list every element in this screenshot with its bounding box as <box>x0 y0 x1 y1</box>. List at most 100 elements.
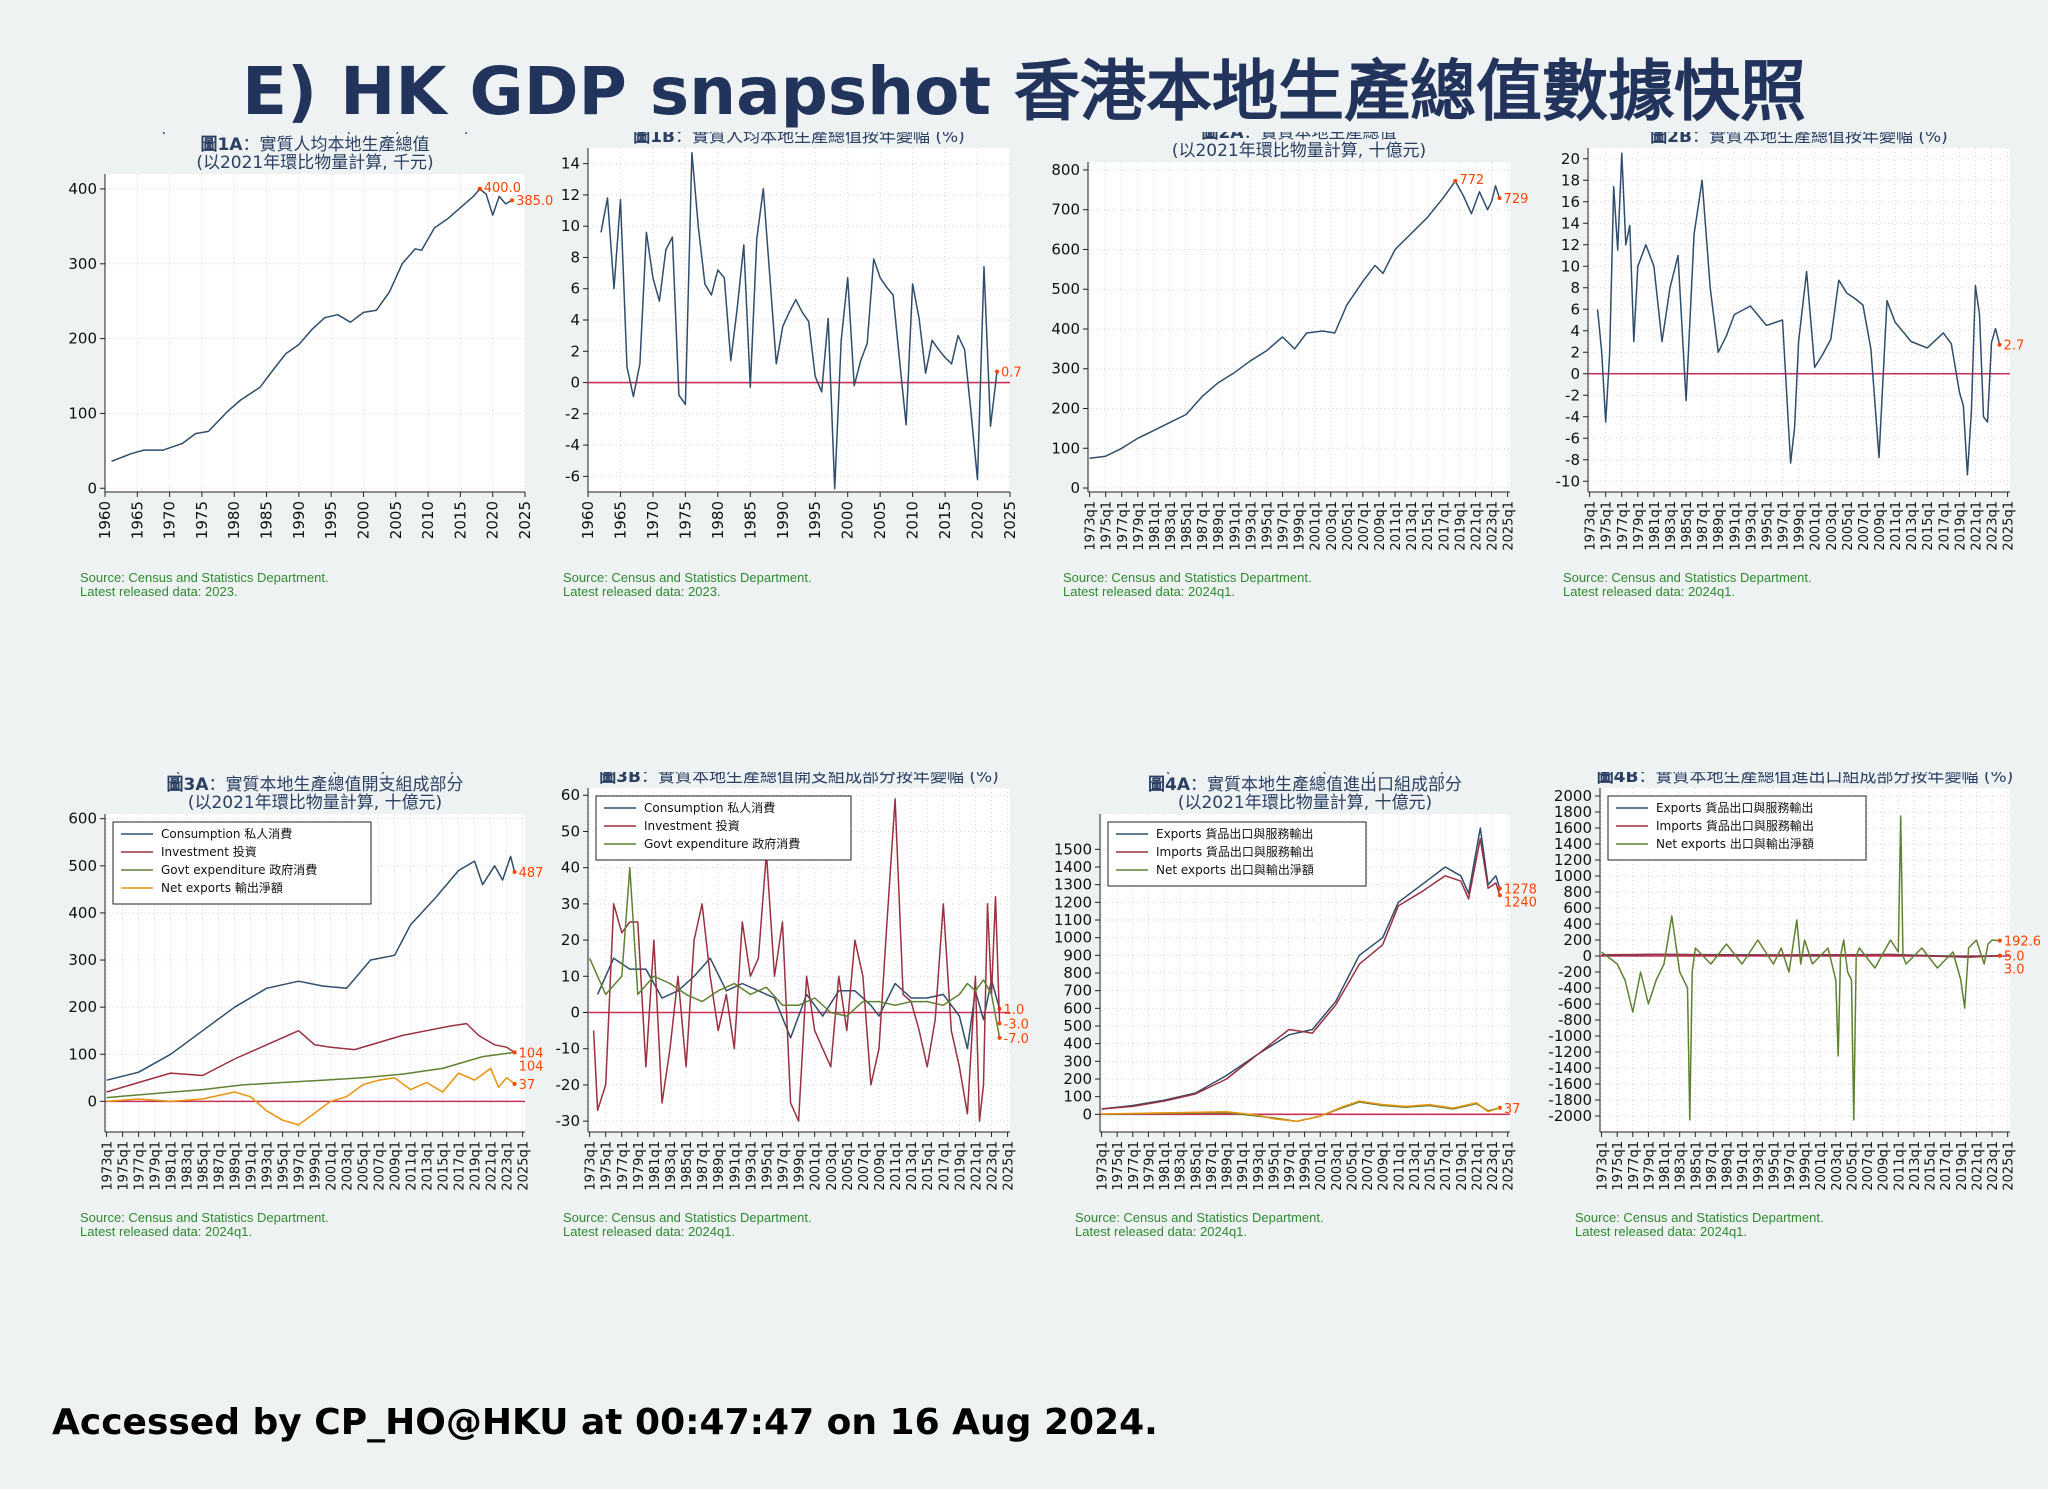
chart-panel-4a: Fig 4A: Real GDP trade expenditure compo… <box>1040 772 1540 1412</box>
series-line-4 <box>106 1067 516 1126</box>
y-tick-label: 600 <box>68 810 97 828</box>
y-tick-label: 500 <box>68 857 97 875</box>
y-tick-label: 2 <box>1570 343 1580 361</box>
x-tick-label: 1979q1 <box>1642 1141 1657 1191</box>
chart-title-line: 圖4A：實質本地生產總值進出口組成部分 <box>1148 775 1462 795</box>
x-tick-label: 1991q1 <box>245 1141 260 1191</box>
series-line-1 <box>111 188 513 462</box>
x-tick-label: 1989q1 <box>229 1141 244 1191</box>
y-tick-label: -30 <box>556 1112 581 1130</box>
x-tick-label: 2011q1 <box>1889 501 1904 551</box>
x-tick-label: 2019q1 <box>1453 501 1468 551</box>
x-tick-label: 2019q1 <box>469 1141 484 1191</box>
x-tick-label: 2009q1 <box>389 1141 404 1191</box>
x-tick-label: 2003q1 <box>1330 1141 1345 1191</box>
legend-entry: Exports 貨品出口與服務輸出 <box>1156 826 1313 841</box>
x-tick-label: 1989q1 <box>1221 1141 1236 1191</box>
y-tick-label: -6 <box>1565 429 1580 447</box>
y-tick-label: 300 <box>68 255 97 273</box>
x-tick-label: 2019q1 <box>1455 1141 1470 1191</box>
x-tick-label: 2001q1 <box>1314 1141 1329 1191</box>
x-tick-label: 1980 <box>709 501 727 539</box>
chart-panel-4b: Fig 4B: yoy real GDP trade component gro… <box>1540 772 2040 1412</box>
y-tick-label: 1500 <box>1054 840 1092 858</box>
chart-title-line: (以2021年環比物量計算, 十億元) <box>1178 793 1432 813</box>
x-tick-label: 1960 <box>96 501 114 539</box>
x-tick-label: 1987q1 <box>696 1141 711 1191</box>
chart-title-text: ：實質人均本地生產總值 <box>243 135 430 155</box>
series-line-2 <box>106 1022 516 1093</box>
x-tick-label: 2020 <box>484 501 502 539</box>
y-tick-label: 16 <box>1561 193 1580 211</box>
y-tick-label: 700 <box>1051 201 1080 219</box>
x-tick-label: 1979q1 <box>149 1141 164 1191</box>
x-tick-label: 1983q1 <box>181 1141 196 1191</box>
x-tick-label: 1985q1 <box>1180 501 1195 551</box>
x-tick-label: 2013q1 <box>905 1141 920 1191</box>
x-tick-label: 1989q1 <box>1721 1141 1736 1191</box>
x-tick-label: 1981q1 <box>648 1141 663 1191</box>
y-tick-label: 10 <box>1561 257 1580 275</box>
x-tick-label: 1985 <box>741 501 759 539</box>
x-tick-label: 1997q1 <box>293 1141 308 1191</box>
end-point <box>510 198 515 203</box>
y-tick-label: 60 <box>561 786 580 804</box>
x-tick-label: 2007q1 <box>1857 501 1872 551</box>
x-tick-label: 2005q1 <box>1345 1141 1360 1191</box>
latest-note: Latest released data: 2024q1. <box>563 1224 735 1239</box>
y-tick-label: 400 <box>68 904 97 922</box>
x-tick-label: 1995q1 <box>1760 501 1775 551</box>
x-tick-label: 1975q1 <box>1600 501 1615 551</box>
x-tick-label: 2007q1 <box>373 1141 388 1191</box>
x-tick-label: 2021q1 <box>969 1141 984 1191</box>
series-line-2 <box>592 798 1001 1122</box>
x-tick-label: 1975 <box>676 501 694 539</box>
y-tick-label: 8 <box>570 248 580 266</box>
latest-note: Latest released data: 2023. <box>563 584 721 599</box>
x-tick-label: 2009q1 <box>1873 501 1888 551</box>
y-tick-label: 100 <box>68 1045 97 1063</box>
x-tick-label: 2001q1 <box>325 1141 340 1191</box>
x-tick-label: 1997q1 <box>1777 501 1792 551</box>
x-tick-label: 1985q1 <box>680 1141 695 1191</box>
x-tick-label: 2023q1 <box>501 1141 516 1191</box>
y-tick-label: -2 <box>1565 386 1580 404</box>
chart-title-text: ：實質人均本地生產總值按年變幅 (%) <box>675 132 965 147</box>
y-tick-label: 6 <box>1570 300 1580 318</box>
x-tick-label: 2009q1 <box>1877 1141 1892 1191</box>
chart-panel-3b: Fig 3B: yoy real GDP component growth (%… <box>540 772 1040 1412</box>
x-tick-label: 2005q1 <box>1845 1141 1860 1191</box>
series-line-4 <box>1101 1100 1501 1123</box>
x-tick-label: 2015q1 <box>1924 1141 1939 1191</box>
chart-title-line: (以2021年環比物量計算, 十億元) <box>188 793 442 813</box>
x-tick-label: 2017q1 <box>1939 1141 1954 1191</box>
latest-note: Latest released data: 2024q1. <box>1563 584 1735 599</box>
y-tick-label: 300 <box>1063 1052 1092 1070</box>
source-note: Source: Census and Statistics Department… <box>1563 570 1812 585</box>
end-value-label: -3.0 <box>1004 1017 1029 1032</box>
series-line-1 <box>596 957 1001 1050</box>
chart-svg-1b: Fig 1B: yoy real per capita GDP growth (… <box>561 132 1022 599</box>
chart-title-text: ：實質本地生產總值進出口組成部分 <box>1190 775 1462 795</box>
x-tick-label: 2011q1 <box>1392 1141 1407 1191</box>
y-tick-label: 300 <box>1051 360 1080 378</box>
x-tick-label: 1997q1 <box>1283 1141 1298 1191</box>
chart-title-bold: 圖1A <box>201 135 244 155</box>
y-tick-label: 700 <box>1063 982 1092 1000</box>
x-tick-label: 2023q1 <box>1486 1141 1501 1191</box>
latest-note: Latest released data: 2024q1. <box>1075 1224 1247 1239</box>
legend-box <box>1107 821 1367 887</box>
x-tick-label: 2013q1 <box>1408 1141 1423 1191</box>
chart-title-line: 圖2A：實質本地生產總值 <box>1202 132 1397 143</box>
series-line-3 <box>106 1051 515 1099</box>
x-tick-label: 1999q1 <box>309 1141 324 1191</box>
legend-box <box>595 795 852 861</box>
chart-svg-4b: Fig 4B: yoy real GDP trade component gro… <box>1548 772 2040 1239</box>
x-tick-label: 2023q1 <box>1986 501 2001 551</box>
x-tick-label: 1983q1 <box>1664 501 1679 551</box>
y-tick-label: -4 <box>1565 408 1580 426</box>
x-tick-label: 2013q1 <box>1405 501 1420 551</box>
x-tick-label: 2013q1 <box>1908 1141 1923 1191</box>
x-tick-label: 1997q1 <box>1277 501 1292 551</box>
y-tick-label: -10 <box>1556 472 1581 490</box>
